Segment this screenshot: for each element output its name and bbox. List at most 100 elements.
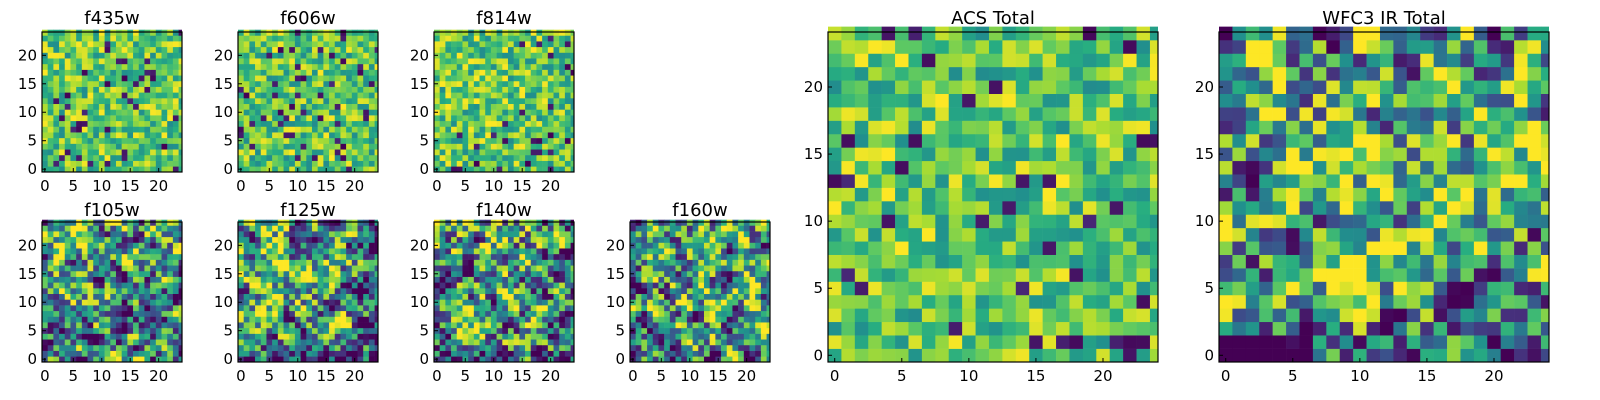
heatmap-cell — [178, 86, 182, 93]
heatmap-cell — [161, 35, 168, 42]
heatmap-cell — [530, 350, 537, 357]
heatmap-cell — [115, 120, 122, 127]
heatmap-cell — [76, 316, 83, 323]
heatmap-cell — [110, 103, 117, 110]
heatmap-cell — [479, 160, 486, 167]
heatmap-cell — [749, 231, 756, 238]
heatmap-cell — [530, 288, 537, 295]
heatmap-cell — [692, 236, 699, 243]
heatmap-cell — [155, 293, 162, 300]
heatmap-cell — [473, 75, 480, 82]
heatmap-cell — [439, 52, 446, 59]
heatmap-cell — [664, 231, 671, 238]
heatmap-cell — [456, 248, 463, 255]
heatmap-cell — [553, 143, 560, 150]
heatmap-cell — [289, 242, 296, 249]
heatmap-cell — [439, 86, 446, 93]
heatmap-cell — [513, 154, 520, 161]
heatmap-cell — [53, 339, 60, 346]
heatmap-cell — [317, 46, 324, 53]
heatmap-cell — [300, 259, 307, 266]
heatmap-cell — [340, 248, 347, 255]
heatmap-cell — [368, 350, 375, 357]
heatmap-cell — [249, 109, 256, 116]
heatmap-cell — [721, 253, 728, 260]
heatmap-cell — [70, 75, 77, 82]
heatmap-cell — [150, 305, 157, 312]
heatmap-cell — [357, 242, 364, 249]
heatmap-cell — [641, 253, 648, 260]
heatmap-cell — [1109, 348, 1124, 362]
heatmap-cell — [669, 248, 676, 255]
heatmap-cell — [255, 276, 262, 283]
heatmap-cell — [519, 69, 526, 76]
heatmap-cell — [439, 166, 446, 172]
heatmap-cell — [277, 259, 284, 266]
heatmap-cell — [260, 259, 267, 266]
heatmap-cell — [311, 115, 318, 122]
heatmap-cell — [76, 299, 83, 306]
heatmap-cell — [1136, 335, 1151, 349]
heatmap-cell — [652, 236, 659, 243]
heatmap-cell — [519, 322, 526, 329]
y-tick-label: 20 — [214, 46, 233, 64]
heatmap-cell — [172, 339, 179, 346]
heatmap-cell — [300, 58, 307, 65]
heatmap-cell — [542, 126, 549, 133]
heatmap-cell — [368, 327, 375, 334]
heatmap-cell — [283, 143, 290, 150]
heatmap-cell — [1109, 174, 1124, 188]
heatmap-cell — [93, 344, 100, 351]
heatmap-cell — [243, 160, 250, 167]
heatmap-cell — [445, 231, 452, 238]
heatmap-cell — [121, 282, 128, 289]
heatmap-cell — [462, 109, 469, 116]
heatmap-cell — [479, 35, 486, 42]
heatmap-cell — [507, 143, 514, 150]
heatmap-cell — [317, 41, 324, 48]
heatmap-cell — [243, 236, 250, 243]
heatmap-cell — [547, 46, 554, 53]
heatmap-cell — [93, 316, 100, 323]
heatmap-cell — [559, 253, 566, 260]
heatmap-cell — [329, 132, 336, 139]
heatmap-cell — [451, 52, 458, 59]
heatmap-cell — [519, 80, 526, 87]
heatmap-cell — [249, 69, 256, 76]
heatmap-cell — [42, 149, 48, 156]
heatmap-cell — [127, 327, 134, 334]
heatmap-cell — [451, 166, 458, 172]
heatmap-cell — [547, 305, 554, 312]
heatmap-cell — [962, 348, 976, 362]
heatmap-cell — [921, 241, 936, 255]
heatmap-cell — [53, 143, 60, 150]
heatmap-cell — [93, 75, 100, 82]
heatmap-cell — [104, 137, 111, 144]
heatmap-cell — [641, 356, 648, 362]
heatmap-cell — [311, 248, 318, 255]
heatmap-cell — [1136, 187, 1151, 202]
heatmap-cell — [854, 147, 869, 162]
heatmap-cell — [451, 58, 458, 65]
heatmap-cell — [698, 242, 705, 249]
heatmap-cell — [127, 160, 134, 167]
heatmap-cell — [908, 187, 923, 202]
x-tick-label: 0 — [432, 177, 442, 195]
heatmap-cell — [868, 281, 882, 296]
heatmap-cell — [536, 92, 543, 99]
heatmap-cell — [357, 58, 364, 65]
heatmap-cell — [110, 46, 117, 53]
heatmap-cell — [138, 265, 145, 272]
heatmap-cell — [374, 333, 378, 340]
heatmap-cell — [150, 149, 157, 156]
heatmap-cell — [686, 339, 693, 346]
heatmap-cell — [172, 52, 179, 59]
heatmap-cell — [346, 305, 353, 312]
heatmap-cell — [374, 248, 378, 255]
heatmap-cell — [530, 69, 537, 76]
heatmap-cell — [346, 265, 353, 272]
heatmap-cell — [272, 327, 279, 334]
heatmap-cell — [87, 75, 94, 82]
heatmap-cell — [161, 259, 168, 266]
heatmap-cell — [346, 35, 353, 42]
